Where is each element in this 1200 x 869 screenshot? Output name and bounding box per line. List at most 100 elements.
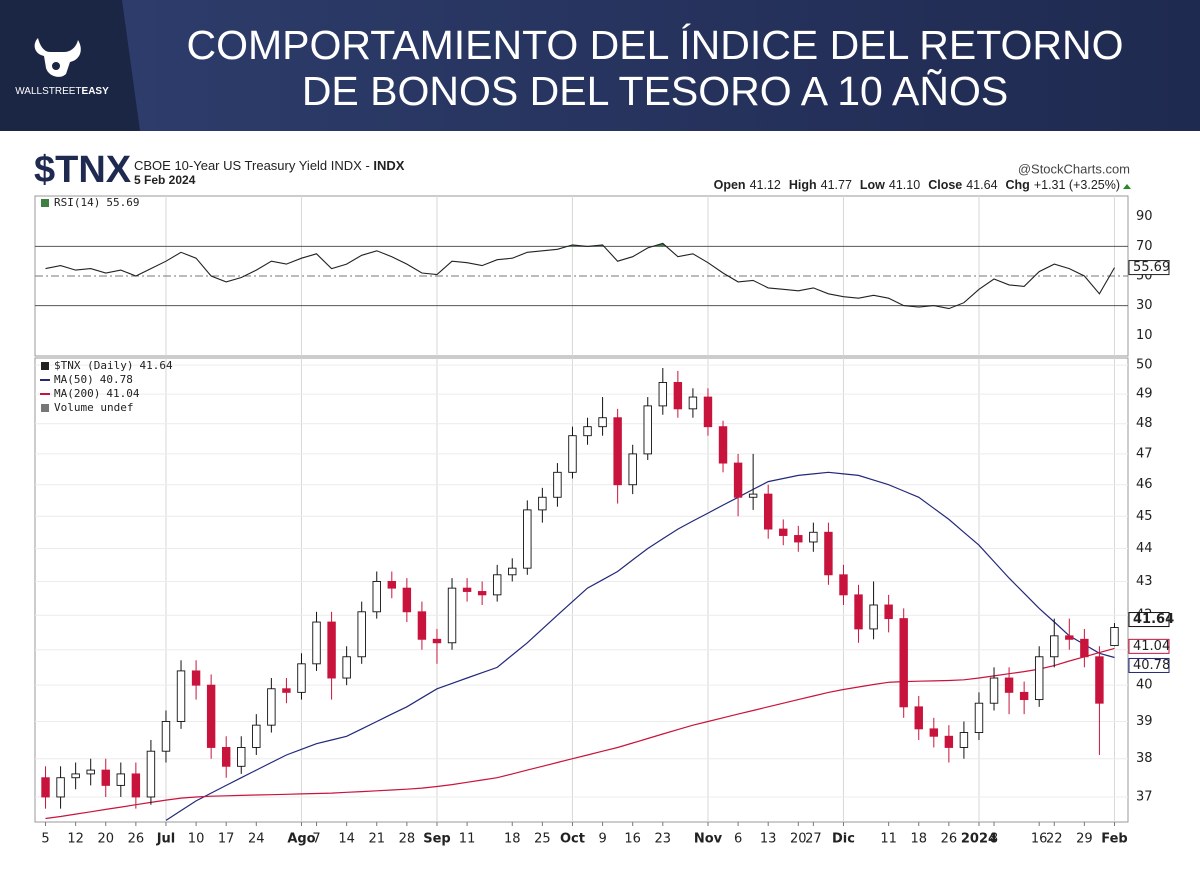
candle-body bbox=[688, 396, 698, 410]
candle-body bbox=[477, 591, 487, 596]
ma-line bbox=[45, 647, 1115, 820]
x-tick-label: 8 bbox=[990, 832, 998, 847]
legend-value: 41.64 bbox=[139, 359, 172, 372]
rsi-tick-label: 90 bbox=[1136, 209, 1153, 224]
x-tick-label: 23 bbox=[655, 832, 672, 847]
quote-value: 41.10 bbox=[889, 178, 920, 192]
x-tick-label: 29 bbox=[1076, 832, 1093, 847]
candle-body bbox=[1004, 677, 1014, 693]
legend-entry: MA(200) 41.04 bbox=[54, 387, 140, 400]
logo-icon bbox=[34, 38, 81, 77]
exchange: INDX bbox=[373, 158, 404, 173]
change-arrow bbox=[1123, 184, 1131, 189]
candle-body bbox=[703, 396, 713, 428]
quote-label: High bbox=[789, 178, 817, 192]
y-tick-label: 43 bbox=[1136, 574, 1153, 589]
candle-body bbox=[839, 574, 848, 596]
candle-body bbox=[733, 462, 743, 498]
candle-body bbox=[1095, 656, 1104, 704]
candle-body bbox=[794, 535, 803, 543]
legend-swatch bbox=[41, 404, 49, 412]
logo-brand-bold: EASY bbox=[82, 86, 110, 97]
logo-brand: WALLSTREET bbox=[15, 86, 81, 97]
quote-value: 41.12 bbox=[750, 178, 781, 192]
candle-body bbox=[989, 677, 999, 704]
candle-body bbox=[252, 724, 261, 748]
page-title-line: COMPORTAMIENTO DEL ÍNDICE DEL RETORNO bbox=[186, 22, 1123, 68]
y-tick-label: 48 bbox=[1136, 416, 1153, 431]
value-tag-box bbox=[1128, 638, 1170, 654]
candle-body bbox=[854, 594, 863, 630]
quote-value: 41.64 bbox=[966, 178, 997, 192]
x-tick-label: 28 bbox=[399, 832, 416, 847]
y-tick-label: 49 bbox=[1136, 387, 1153, 402]
x-tick-label: 26 bbox=[941, 832, 958, 847]
price-panel bbox=[34, 357, 1129, 823]
candle-body bbox=[357, 611, 366, 658]
x-tick-label: Sep bbox=[423, 832, 451, 847]
candle-body bbox=[1034, 656, 1044, 701]
candle-body bbox=[553, 471, 562, 498]
x-tick-label: 18 bbox=[910, 832, 927, 847]
candle-body bbox=[432, 638, 442, 644]
candle-body bbox=[914, 706, 923, 730]
candle-body bbox=[583, 426, 592, 437]
candle-body bbox=[929, 728, 939, 737]
x-tick-label: 26 bbox=[128, 832, 145, 847]
candle-body bbox=[869, 604, 878, 630]
x-tick-label: 21 bbox=[368, 832, 385, 847]
legend-entry: Volume undef bbox=[54, 401, 133, 414]
rsi-tick-label: 10 bbox=[1136, 328, 1153, 343]
x-tick-label: Dic bbox=[832, 832, 855, 847]
candle-body bbox=[809, 531, 818, 543]
candle-body bbox=[372, 581, 381, 613]
source: @StockCharts.com bbox=[1018, 161, 1130, 176]
x-tick-label: 13 bbox=[760, 832, 777, 847]
candle-body bbox=[327, 621, 336, 679]
value-tag: 41.64 bbox=[1133, 612, 1174, 627]
x-tick-label: 7 bbox=[312, 832, 320, 847]
candle-body bbox=[824, 531, 833, 576]
candle-body bbox=[131, 773, 141, 798]
candle-body bbox=[779, 528, 788, 536]
legend-name: MA(50) bbox=[54, 373, 94, 386]
page-title-line: DE BONOS DEL TESORO A 10 AÑOS bbox=[302, 68, 1008, 114]
legend-value: 40.78 bbox=[100, 373, 133, 386]
quote-label: Close bbox=[928, 178, 962, 192]
y-tick-label: 45 bbox=[1136, 509, 1153, 524]
x-tick-label: 20 bbox=[790, 832, 807, 847]
candle-body bbox=[628, 453, 637, 486]
candle-body bbox=[718, 426, 728, 464]
legend-entry: MA(50) 40.78 bbox=[54, 373, 133, 386]
candle-body bbox=[508, 567, 517, 576]
legend-name: MA(200) bbox=[54, 387, 100, 400]
candle-body bbox=[1065, 635, 1074, 640]
quote-line: Open 41.12 High 41.77 Low 41.10 Close 41.64 Chg +… bbox=[714, 178, 1120, 192]
logo-text: WALLSTREETEASY bbox=[15, 86, 109, 97]
x-tick-label: 17 bbox=[218, 832, 235, 847]
x-tick-label: 16 bbox=[1031, 832, 1048, 847]
y-tick-label: 47 bbox=[1136, 446, 1153, 461]
candle-body bbox=[206, 684, 216, 748]
x-tick-label: 9 bbox=[598, 832, 606, 847]
candle-body bbox=[944, 735, 954, 748]
candle-body bbox=[959, 732, 969, 748]
x-tick-label: 6 bbox=[734, 832, 742, 847]
legend-name: $TNX (Daily) bbox=[54, 359, 133, 372]
quote-value: 41.77 bbox=[821, 178, 852, 192]
legend-value: 55.69 bbox=[106, 196, 139, 209]
candle-body bbox=[1080, 638, 1089, 658]
x-tick-label: 11 bbox=[459, 832, 476, 847]
candle-body bbox=[658, 382, 668, 407]
description: CBOE 10-Year US Treasury Yield INDX - IN… bbox=[134, 158, 405, 173]
x-tick-label: Oct bbox=[560, 832, 585, 847]
x-tick-label: Jul bbox=[156, 832, 176, 847]
legend-name: Volume undef bbox=[54, 401, 133, 414]
candle-body bbox=[1019, 691, 1029, 701]
header-band bbox=[0, 0, 1200, 131]
candle-body bbox=[462, 587, 472, 592]
candle-body bbox=[342, 656, 351, 679]
x-tick-label: 25 bbox=[534, 832, 551, 847]
